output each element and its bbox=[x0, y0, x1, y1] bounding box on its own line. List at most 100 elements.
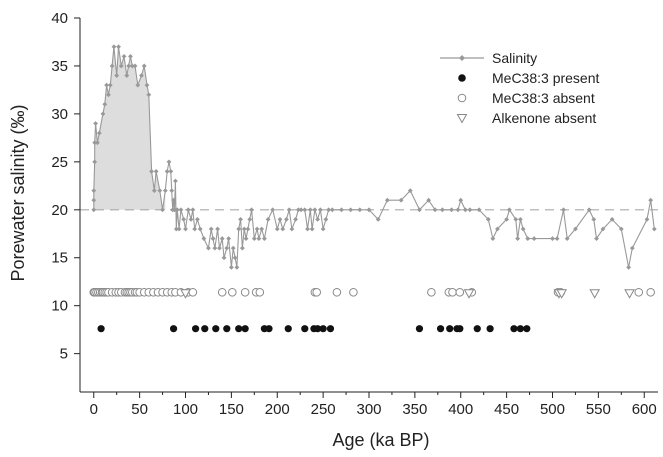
salinity-point bbox=[245, 226, 251, 232]
salinity-point bbox=[270, 207, 276, 213]
salinity-point bbox=[439, 207, 445, 213]
y-axis-title: Porewater salinity (‰) bbox=[8, 104, 28, 281]
salinity-point bbox=[525, 236, 531, 241]
salinity-point bbox=[171, 197, 176, 203]
salinity-point bbox=[183, 226, 188, 232]
salinity-point bbox=[309, 226, 315, 232]
salinity-point bbox=[92, 140, 98, 146]
salinity-point bbox=[609, 216, 615, 222]
salinity-point bbox=[426, 197, 432, 203]
salinity-point bbox=[455, 207, 461, 213]
salinity-point bbox=[114, 73, 120, 78]
legend-alkenone-marker bbox=[456, 114, 468, 124]
x-tick-label: 600 bbox=[632, 401, 657, 418]
mec38-present-point bbox=[523, 325, 531, 333]
mec38-present-point bbox=[516, 325, 524, 333]
legend-label: Salinity bbox=[492, 50, 537, 66]
salinity-point bbox=[100, 111, 106, 117]
salinity-point bbox=[91, 188, 97, 194]
salinity-point bbox=[462, 207, 468, 213]
x-axis-title: Age (ka BP) bbox=[332, 430, 429, 450]
salinity-point bbox=[226, 236, 232, 241]
mec38-present-point bbox=[97, 325, 105, 333]
salinity-point bbox=[515, 236, 521, 241]
legend-absent-marker bbox=[457, 93, 467, 103]
salinity-point bbox=[102, 101, 108, 107]
x-tick-label: 100 bbox=[173, 401, 198, 418]
mec38-present-point bbox=[446, 325, 454, 333]
salinity-point bbox=[485, 216, 491, 222]
salinity-point bbox=[208, 226, 214, 232]
mec38-present-point bbox=[235, 325, 243, 333]
salinity-point bbox=[116, 44, 121, 50]
salinity-point bbox=[323, 216, 329, 222]
salinity-point bbox=[467, 207, 473, 213]
salinity-point bbox=[195, 216, 200, 222]
alkenone-absent-point bbox=[180, 289, 191, 299]
salinity-point bbox=[277, 216, 283, 222]
mec38-absent-point bbox=[332, 287, 342, 297]
salinity-point bbox=[280, 226, 286, 232]
salinity-point bbox=[417, 207, 422, 213]
salinity-point bbox=[144, 82, 150, 88]
salinity-point bbox=[506, 207, 512, 213]
salinity-point bbox=[238, 216, 243, 222]
mec38-present-point bbox=[415, 325, 424, 333]
salinity-point bbox=[495, 226, 500, 232]
salinity-point bbox=[286, 207, 292, 213]
salinity-point bbox=[201, 236, 207, 241]
salinity-point bbox=[517, 216, 523, 222]
salinity-point bbox=[262, 236, 267, 241]
salinity-point bbox=[490, 236, 496, 241]
salinity-point bbox=[265, 216, 271, 222]
mec38-present-point bbox=[314, 325, 322, 333]
salinity-point bbox=[173, 226, 179, 232]
legend-label: Alkenone absent bbox=[492, 110, 596, 126]
salinity-point bbox=[104, 82, 110, 88]
salinity-point bbox=[407, 188, 413, 194]
salinity-point bbox=[185, 207, 191, 213]
salinity-point bbox=[157, 188, 163, 194]
x-tick-label: 200 bbox=[265, 401, 290, 418]
salinity-point bbox=[126, 63, 132, 69]
mec38-present-point bbox=[510, 325, 518, 333]
salinity-point bbox=[176, 226, 182, 232]
salinity-point bbox=[375, 216, 381, 222]
salinity-point bbox=[212, 245, 218, 251]
salinity-point bbox=[153, 169, 159, 174]
mec38-absent-point bbox=[240, 287, 250, 297]
salinity-point bbox=[648, 197, 654, 203]
mec38-present-point bbox=[319, 325, 327, 333]
mec38-present-point bbox=[326, 325, 335, 333]
mec38-absent-point bbox=[255, 287, 265, 297]
salinity-point bbox=[398, 197, 404, 203]
legend-label: MeC38:3 present bbox=[492, 70, 600, 86]
x-tick-label: 250 bbox=[311, 401, 336, 418]
x-tick-label: 0 bbox=[90, 401, 98, 418]
salinity-point bbox=[149, 169, 154, 174]
mec38-present-point bbox=[223, 325, 231, 333]
salinity-point bbox=[111, 44, 117, 50]
salinity-point bbox=[188, 216, 194, 222]
salinity-point bbox=[586, 207, 592, 213]
salinity-point bbox=[124, 73, 130, 78]
salinity-point bbox=[289, 226, 295, 232]
salinity-point bbox=[139, 73, 144, 78]
salinity-point bbox=[173, 178, 178, 184]
salinity-point bbox=[91, 207, 97, 213]
salinity-point bbox=[151, 188, 157, 194]
salinity-point bbox=[618, 226, 624, 232]
alkenone-absent-point bbox=[589, 289, 601, 299]
salinity-point bbox=[247, 216, 253, 222]
legend-present-marker bbox=[458, 74, 466, 82]
salinity-point bbox=[219, 236, 225, 241]
salinity-point bbox=[476, 207, 482, 213]
salinity-point bbox=[591, 216, 597, 222]
mec38-present-point bbox=[169, 325, 178, 333]
mec38-present-point bbox=[473, 325, 481, 333]
salinity-point bbox=[93, 121, 98, 126]
salinity-point bbox=[128, 53, 133, 59]
salinity-point bbox=[449, 207, 454, 213]
salinity-point bbox=[206, 245, 211, 251]
